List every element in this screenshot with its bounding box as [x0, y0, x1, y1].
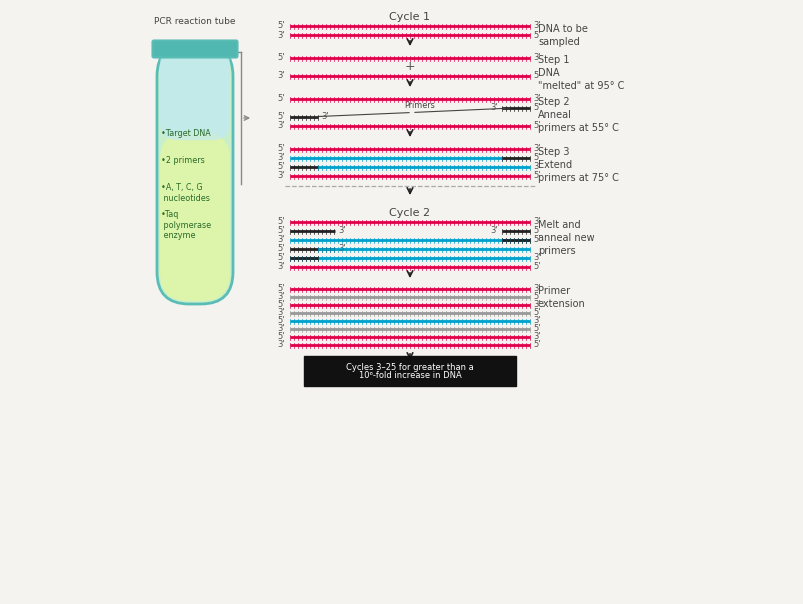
- Text: •Target DNA: •Target DNA: [161, 129, 210, 138]
- Text: 3': 3': [532, 284, 540, 294]
- Text: 3': 3': [532, 54, 540, 62]
- Text: 3': 3': [532, 162, 540, 172]
- Text: 3': 3': [277, 153, 284, 162]
- Text: 3': 3': [532, 316, 540, 326]
- Text: Cycle 1: Cycle 1: [389, 12, 430, 22]
- Text: 3': 3': [277, 324, 284, 333]
- FancyBboxPatch shape: [153, 40, 237, 57]
- Text: Cycles 3–25 for greater than a: Cycles 3–25 for greater than a: [346, 362, 473, 371]
- Text: 5': 5': [532, 263, 540, 272]
- Text: 3': 3': [277, 71, 284, 80]
- Text: •A, T, C, G
 nucleotides: •A, T, C, G nucleotides: [161, 183, 210, 203]
- Text: 5': 5': [532, 341, 540, 350]
- Text: 5': 5': [277, 144, 284, 153]
- Text: 5': 5': [532, 121, 540, 130]
- Text: 5': 5': [532, 226, 540, 236]
- Text: Melt and
anneal new
primers: Melt and anneal new primers: [537, 220, 594, 255]
- Text: Step 1
DNA
"melted" at 95° C: Step 1 DNA "melted" at 95° C: [537, 55, 624, 91]
- Text: 5': 5': [277, 112, 284, 121]
- Text: 5': 5': [277, 22, 284, 30]
- Text: 5': 5': [532, 103, 540, 112]
- FancyBboxPatch shape: [304, 356, 516, 386]
- Text: 5': 5': [277, 226, 284, 236]
- Text: 3': 3': [490, 226, 497, 236]
- Text: 5': 5': [532, 30, 540, 39]
- Text: 5': 5': [277, 94, 284, 103]
- Text: 3': 3': [277, 292, 284, 301]
- Text: Primers: Primers: [404, 101, 435, 111]
- Text: 3': 3': [277, 172, 284, 181]
- Text: 5': 5': [277, 316, 284, 326]
- Text: 3': 3': [277, 121, 284, 130]
- Text: 3': 3': [532, 22, 540, 30]
- Text: 5': 5': [277, 54, 284, 62]
- Text: 3': 3': [337, 226, 345, 236]
- Text: 3': 3': [490, 103, 497, 112]
- Text: 5': 5': [277, 162, 284, 172]
- Text: 3': 3': [532, 301, 540, 309]
- FancyBboxPatch shape: [160, 132, 230, 301]
- Text: 5': 5': [277, 254, 284, 263]
- FancyBboxPatch shape: [160, 47, 230, 140]
- Text: Cycle 2: Cycle 2: [389, 208, 430, 218]
- Text: Step 2
Anneal
primers at 55° C: Step 2 Anneal primers at 55° C: [537, 97, 618, 133]
- Text: 3': 3': [532, 94, 540, 103]
- Text: 3': 3': [320, 112, 328, 121]
- Text: 5': 5': [277, 284, 284, 294]
- Text: 3': 3': [532, 254, 540, 263]
- Text: 5': 5': [277, 245, 284, 254]
- Text: 5': 5': [277, 217, 284, 226]
- Text: 3': 3': [277, 309, 284, 318]
- Text: 5': 5': [277, 301, 284, 309]
- Text: 10⁶-fold increase in DNA: 10⁶-fold increase in DNA: [358, 371, 461, 381]
- Text: 3': 3': [532, 332, 540, 341]
- Text: 5': 5': [532, 172, 540, 181]
- Text: 5': 5': [532, 153, 540, 162]
- Text: Primer
extension: Primer extension: [537, 286, 585, 309]
- Text: 3': 3': [277, 236, 284, 245]
- Text: 3': 3': [277, 30, 284, 39]
- Text: DNA to be
sampled: DNA to be sampled: [537, 24, 587, 47]
- Text: 3': 3': [532, 217, 540, 226]
- Text: 3': 3': [337, 245, 345, 254]
- Text: •2 primers: •2 primers: [161, 156, 205, 165]
- Text: 5': 5': [532, 236, 540, 245]
- FancyBboxPatch shape: [157, 44, 233, 304]
- Text: 5': 5': [277, 332, 284, 341]
- Text: •Taq
 polymerase
 enzyme: •Taq polymerase enzyme: [161, 210, 211, 240]
- Text: 5': 5': [532, 71, 540, 80]
- Text: 5': 5': [532, 309, 540, 318]
- Text: +: +: [404, 60, 415, 72]
- Text: 3': 3': [277, 341, 284, 350]
- Text: Step 3
Extend
primers at 75° C: Step 3 Extend primers at 75° C: [537, 147, 618, 182]
- Text: 5': 5': [532, 292, 540, 301]
- Text: 5': 5': [532, 324, 540, 333]
- Text: PCR reaction tube: PCR reaction tube: [154, 17, 235, 26]
- Text: 3': 3': [532, 144, 540, 153]
- Text: 3': 3': [277, 263, 284, 272]
